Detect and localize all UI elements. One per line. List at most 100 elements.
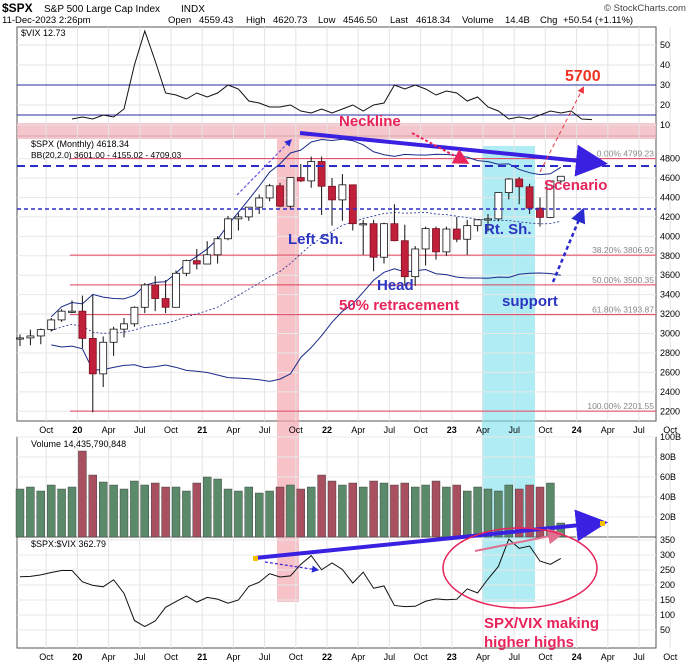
x-axis-label: Jul: [134, 652, 146, 662]
x-axis-label: Jul: [633, 652, 645, 662]
spx-tick-label: 2200: [660, 406, 680, 416]
volume-bar: [213, 478, 222, 538]
fib-label: 100.00% 2201.55: [587, 401, 654, 411]
index-name: S&P 500 Large Cap Index: [44, 4, 160, 15]
candle-body: [380, 223, 388, 258]
vix-panel: [16, 26, 657, 137]
x-axis-label: Apr: [102, 425, 116, 435]
volume-bar: [275, 486, 285, 538]
x-axis-label: Oct: [414, 425, 429, 435]
volume-tick-label: 60B: [660, 472, 676, 482]
timestamp: 11-Dec-2023 2:26pm: [2, 15, 91, 26]
candle-body: [109, 328, 118, 343]
volume-bar: [161, 486, 170, 538]
ratio-annotation-line2: higher highs: [484, 634, 574, 651]
vix-tick-label: 10: [660, 120, 670, 130]
vix-tick-label: 50: [660, 40, 670, 50]
x-axis-label: 20: [72, 652, 82, 662]
candle-body: [16, 337, 24, 340]
volume-bar: [182, 490, 191, 538]
x-axis-label: Apr: [351, 652, 365, 662]
ratio-tick-label: 100: [660, 610, 675, 620]
x-axis-label: 24: [572, 652, 582, 662]
candle-body: [348, 184, 357, 225]
candle-body: [369, 223, 378, 258]
candle-body: [57, 310, 66, 321]
x-axis-label: Oct: [663, 425, 678, 435]
volume-bar: [463, 490, 472, 538]
spx-tick-label: 3600: [660, 270, 680, 280]
volume-bar: [515, 488, 524, 538]
neckline-annotation: Neckline: [339, 113, 401, 130]
neckline-pointer-arrow: [411, 132, 470, 164]
fib-label: 0.00% 4799.23: [597, 149, 654, 159]
vix-label: $VIX 12.73: [21, 28, 66, 38]
volume-bar: [192, 482, 202, 538]
candle-body: [421, 228, 430, 250]
ratio-series: [19, 538, 562, 628]
candle-body: [172, 272, 180, 308]
spx-label: $SPX (Monthly) 4618.34: [31, 139, 129, 149]
neckline-arrow: [299, 131, 608, 177]
ratio-tick-label: 150: [660, 595, 675, 605]
volume-bar: [307, 486, 316, 538]
retracement-annotation: 50% retracement: [339, 297, 459, 314]
x-axis-label: Jul: [508, 652, 520, 662]
volume-bar: [338, 484, 347, 538]
last-value: 4618.34: [416, 15, 450, 26]
candle-body: [525, 186, 534, 209]
axes: Oct Oct 20 20 Apr Apr Jul Jul Oct Oct 21 21 Apr Apr Ju…: [39, 40, 681, 662]
candle-body: [411, 248, 420, 278]
volume-bar: [26, 486, 35, 538]
candle-body: [452, 228, 461, 240]
candle-body: [536, 207, 544, 218]
volume-bar: [140, 484, 150, 538]
fib-label: 38.20% 3806.92: [592, 245, 654, 255]
volume-bar: [244, 486, 254, 538]
volume-bars: [15, 450, 565, 538]
volume-bar: [473, 486, 482, 538]
x-axis-label: Jul: [259, 425, 271, 435]
x-axis-label: Apr: [226, 425, 240, 435]
volume-bar: [109, 484, 118, 538]
x-axis-label: Jul: [384, 425, 396, 435]
candle-body: [390, 223, 399, 242]
candle-body: [515, 178, 524, 188]
volume-bar: [431, 480, 441, 538]
x-axis-label: Oct: [39, 652, 54, 662]
candle-body: [296, 177, 305, 182]
x-axis-label: Jul: [633, 425, 645, 435]
spx-tick-label: 4200: [660, 212, 680, 222]
volume-bar: [317, 474, 326, 538]
support-annotation: support: [502, 293, 558, 310]
candles: [16, 156, 565, 413]
candle-body: [26, 335, 35, 339]
candle-body: [213, 238, 222, 256]
volume-bar: [369, 480, 378, 538]
x-axis-label: 24: [572, 425, 582, 435]
candle-body: [484, 218, 492, 221]
volume-bar: [442, 486, 451, 538]
candle-body: [328, 185, 336, 201]
volume-bar: [390, 484, 399, 538]
ratio-trend-start-marker: [253, 556, 258, 561]
spx-tick-label: 4000: [660, 231, 680, 241]
left-shoulder-annotation: Left Sh.: [288, 231, 343, 248]
x-axis-label: Jul: [508, 425, 520, 435]
high-value: 4620.73: [273, 15, 307, 26]
vix-tick-label: 40: [660, 60, 670, 70]
candle-body: [442, 228, 451, 253]
candle-body: [161, 298, 170, 308]
x-axis-label: Oct: [289, 425, 304, 435]
x-axis-label: Apr: [102, 652, 116, 662]
volume-bar: [130, 480, 139, 538]
high-label: High: [246, 15, 266, 26]
volume-bar: [234, 490, 243, 538]
x-axis-label: 21: [197, 425, 207, 435]
x-axis-label: Jul: [259, 652, 271, 662]
spx-tick-label: 2800: [660, 348, 680, 358]
open-label: Open: [168, 15, 191, 26]
copyright: © StockCharts.com: [604, 3, 686, 14]
candle-body: [88, 337, 97, 375]
ratio-highlight-ellipse: [442, 527, 598, 609]
